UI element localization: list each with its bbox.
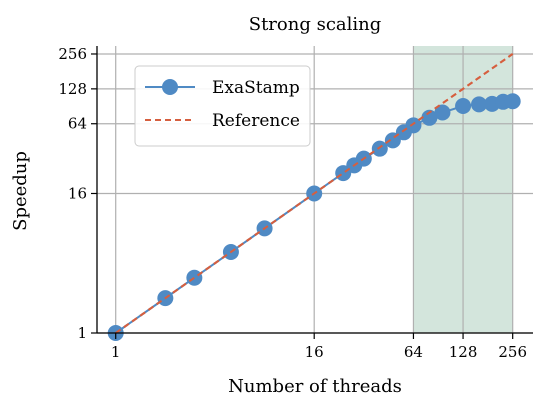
data-point-exastamp [405,117,422,134]
legend: ExaStamp Reference [134,65,311,147]
x-axis-label: Number of threads [228,376,402,397]
data-point-exastamp [504,93,521,110]
x-tick-label: 1 [111,343,121,361]
y-tick-label: 256 [58,45,87,63]
x-tick-label: 128 [449,343,478,361]
data-point-exastamp [434,104,451,121]
data-point-exastamp [471,96,488,113]
chart-title: Strong scaling [249,14,382,35]
x-tick-label: 256 [498,343,527,361]
series-line-reference-overlay [115,53,514,334]
y-tick-label: 64 [68,115,87,133]
x-tick-label: 64 [404,343,423,361]
data-point-exastamp [455,98,472,115]
y-tick-label: 1 [77,324,87,342]
x-axis-ticks: 1 16 64 128 256 [111,333,527,361]
y-tick-label: 16 [68,184,87,202]
legend-label-exastamp: ExaStamp [212,78,300,98]
series-layer [107,53,521,341]
x-tick-label: 16 [305,343,324,361]
y-axis-label: Speedup [10,151,31,231]
plot-frame [96,46,533,334]
data-point-exastamp [186,269,203,286]
legend-label-reference: Reference [212,111,300,131]
data-point-exastamp [421,109,438,126]
data-point-exastamp [371,140,388,157]
y-axis-ticks: 1 16 64 128 256 [58,45,97,342]
y-tick-label: 128 [58,80,87,98]
legend-marker-exastamp [162,79,178,95]
